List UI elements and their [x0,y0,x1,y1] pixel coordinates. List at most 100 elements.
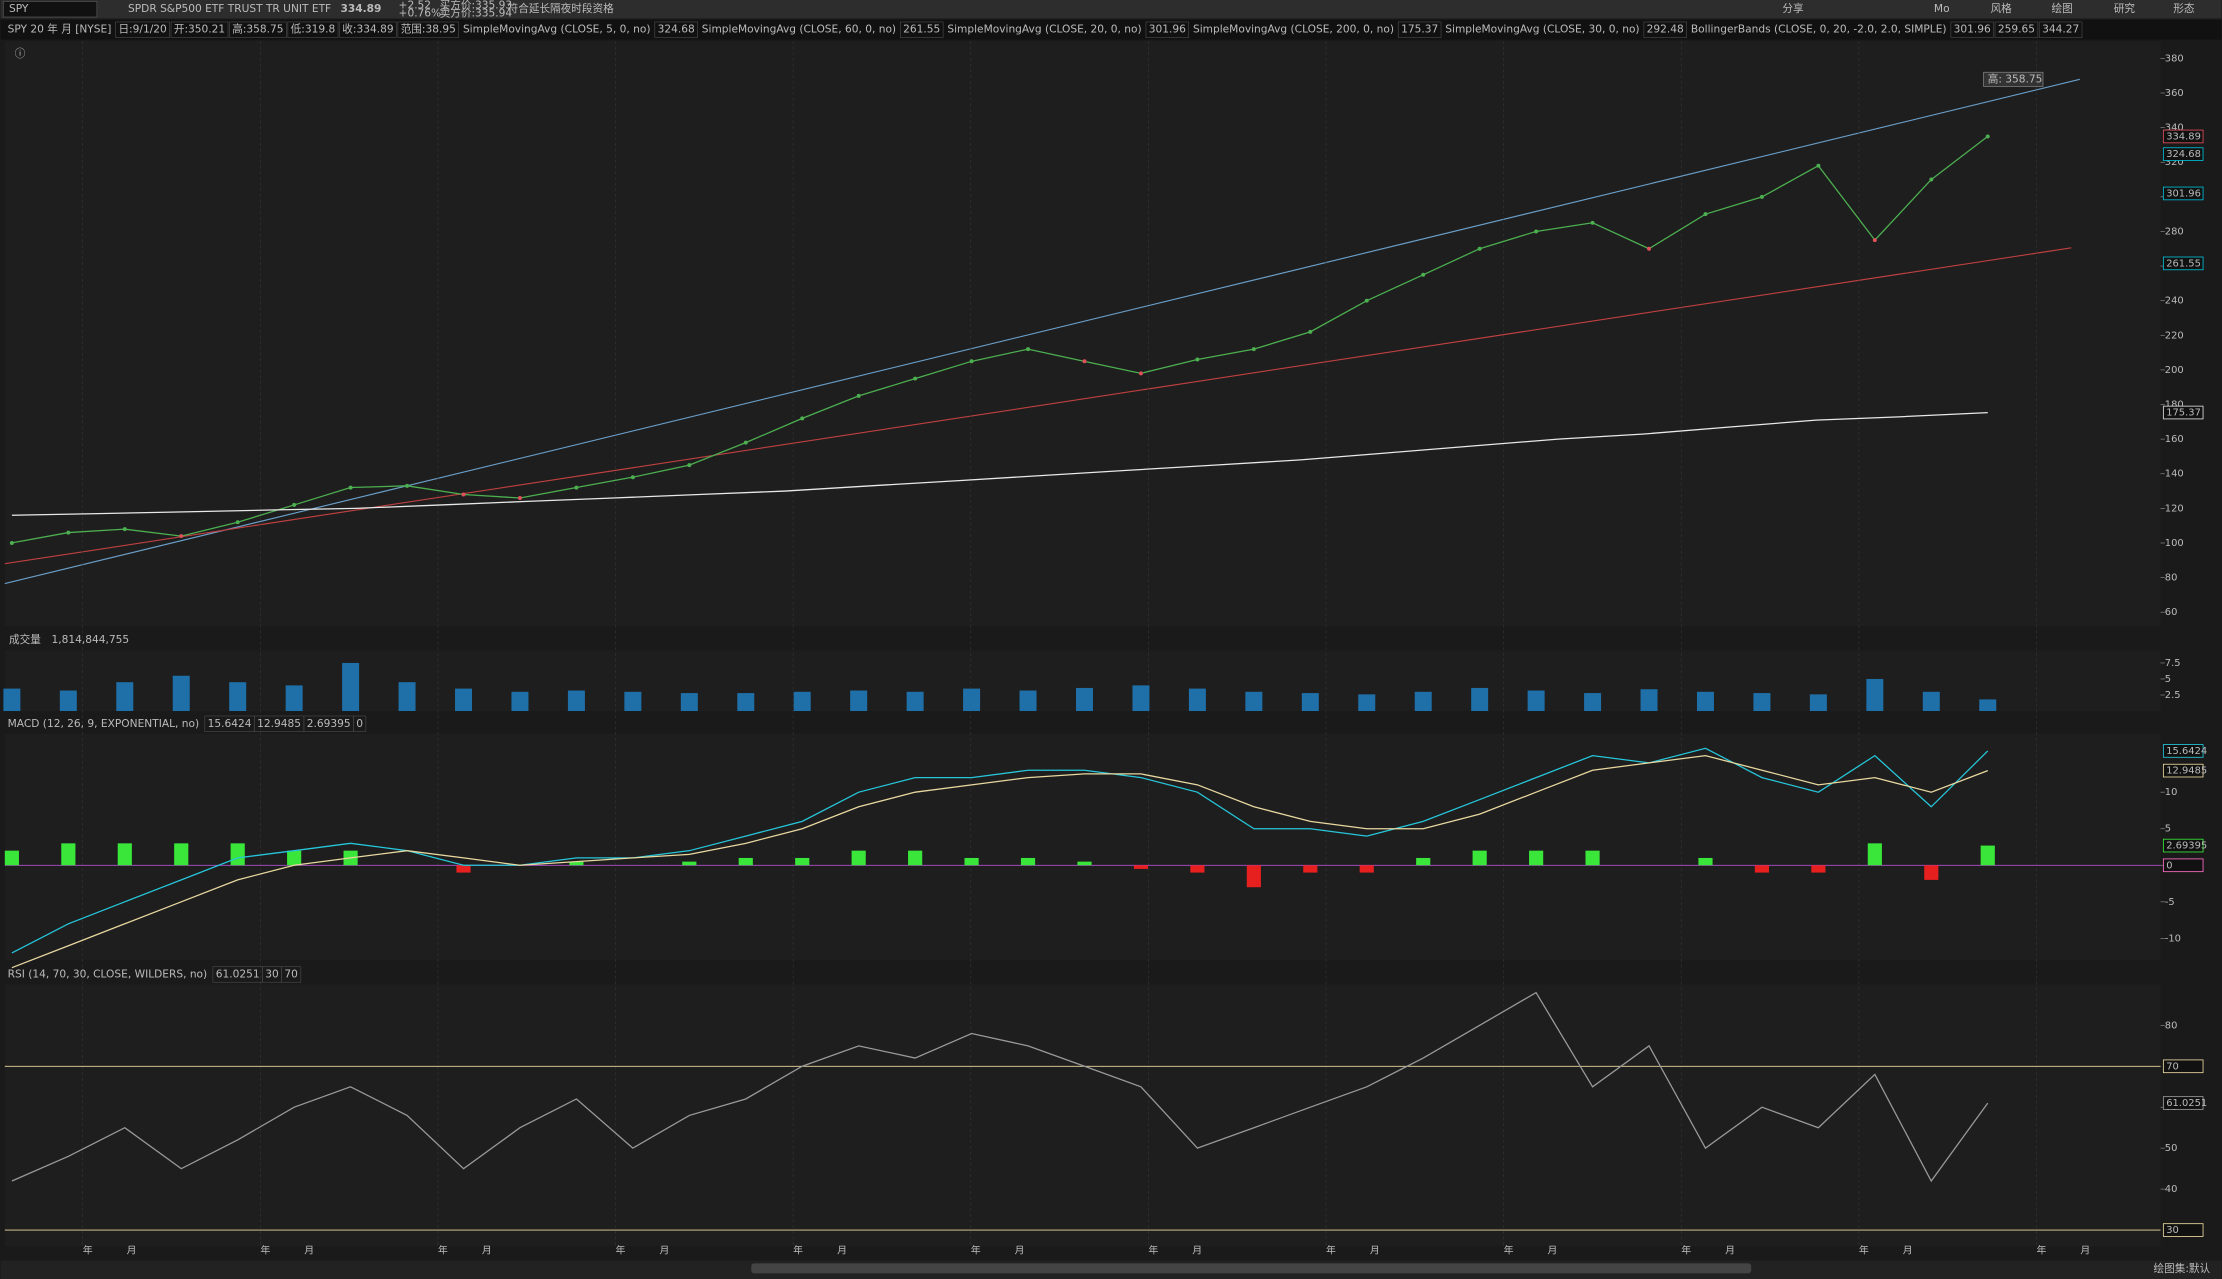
study-value: 324.68 [658,23,695,36]
volume-bar [59,690,77,712]
panel-value: 0 [356,717,363,730]
ohlc-field-box [397,21,460,38]
close-point [405,483,410,488]
ohlc-field: 低:319.8 [291,23,336,36]
x-axis-label: 月 [659,1245,669,1257]
volume-bar [1584,693,1602,712]
toolbar-button[interactable]: 风格 [1991,2,2013,15]
price-flag [2162,1096,2204,1110]
price-flag [2162,186,2204,201]
close-point [122,527,127,532]
chart-title: SPY 20 年 月 [NYSE] [8,23,112,36]
toolbar-button[interactable]: Mo [1934,2,1950,15]
y-tick-label: 2.5 [2165,690,2181,701]
rsi-panel [4,984,2161,1247]
macd-hist [174,843,189,866]
price-flag [2162,1059,2204,1074]
y-tick-label: 40 [2165,1184,2178,1195]
y-tick-label: 380 [2165,53,2184,64]
y-tick-label: 160 [2165,434,2184,445]
ohlc-field-box [339,21,397,38]
symbol[interactable]: SPY [9,2,29,15]
close-point [461,492,466,497]
macd-hist [1924,865,1939,880]
volume-bar [793,691,811,712]
volume-bar [1922,691,1940,712]
study-value-box [1643,21,1687,38]
close-point [1138,371,1143,376]
volume-bar [1527,690,1545,712]
toolbar-button[interactable]: 分享 [1782,2,1804,15]
panel-value: 2.69395 [307,717,351,730]
close-point [574,485,579,490]
panel-value-box [281,966,302,983]
scroll-thumb[interactable] [751,1263,1752,1274]
volume-bar [1640,689,1658,712]
price-flag-label: 70 [2166,1061,2179,1072]
price-flag [2162,147,2204,161]
ext-hours: 符合延长隔夜时段资格 [508,2,614,15]
price-flag-label: 2.69395 [2166,841,2207,852]
close-point [517,495,522,500]
high-label-box [1983,71,2044,87]
macd-hist [456,865,471,873]
x-axis-label: 年 [83,1244,93,1257]
study-label: SimpleMovingAvg (CLOSE, 200, 0, no) [1193,23,1394,36]
header-bar [0,19,2222,40]
panel-value: 30 [265,967,279,980]
panel-value-box [353,715,367,732]
close-point [1590,220,1595,225]
high-label: 高: 358.75 [1988,72,2043,85]
volume-bar [1809,694,1827,712]
toolbar-button[interactable]: 研究 [2114,2,2136,15]
volume-bar [850,690,868,712]
close-point [1308,329,1313,334]
close-point [1364,298,1369,303]
volume-bar [567,690,585,712]
macd-hist [964,857,979,866]
panel-title: RSI (14, 70, 30, CLOSE, WILDERS, no) [8,967,208,980]
close-point [1082,359,1087,364]
y-tick-label: 280 [2165,226,2184,237]
change: +2.52 [399,0,432,12]
price-flag-label: 0 [2166,860,2172,871]
volume-bar [455,688,473,712]
x-axis-label: 月 [1903,1245,1913,1257]
price-flag [2162,838,2204,853]
study-label: SimpleMovingAvg (CLOSE, 60, 0, no) [702,23,896,36]
macd-hist [1529,850,1544,866]
volume-bar [1301,693,1319,712]
symbol-box[interactable] [3,1,98,18]
panel-title: MACD (12, 26, 9, EXPONENTIAL, no) [8,717,199,730]
toolbar-button[interactable]: 形态 [2173,2,2195,15]
macd-hist [1077,861,1092,866]
x-axis-label: 年 [793,1244,803,1257]
x-axis-label: 年 [616,1244,626,1257]
volume-bar [680,693,698,712]
close-point [913,376,918,381]
study-value-box [1950,21,1994,38]
toolbar-button[interactable]: 绘图 [2051,2,2072,15]
volume-bar [1696,691,1714,712]
x-axis-label: 月 [2080,1245,2090,1257]
macd-hist [1585,850,1600,866]
macd-hist [738,857,753,866]
close-point [1026,347,1031,352]
macd-hist [1020,857,1036,866]
y-tick-label: 10 [2165,787,2178,798]
y-tick-label: 340 [2165,123,2184,134]
price-flag-label: 324.68 [2166,149,2201,160]
price-flag [2162,256,2204,271]
panel-value: 1,814,844,755 [52,633,130,646]
close-point [1929,177,1934,182]
panel-value: 61.0251 [216,967,260,980]
y-tick-label: 5 [2165,824,2171,835]
y-tick-label: 60 [2165,607,2178,618]
close-point [348,485,353,490]
x-axis-label: 月 [127,1245,137,1257]
info-icon[interactable]: ⓘ [15,47,26,60]
y-tick-label: 80 [2165,573,2178,584]
study-label: BollingerBands (CLOSE, 0, 20, -2.0, 2.0,… [1691,23,1947,36]
close-point [66,530,71,535]
price-flag-label: 261.55 [2166,258,2201,269]
